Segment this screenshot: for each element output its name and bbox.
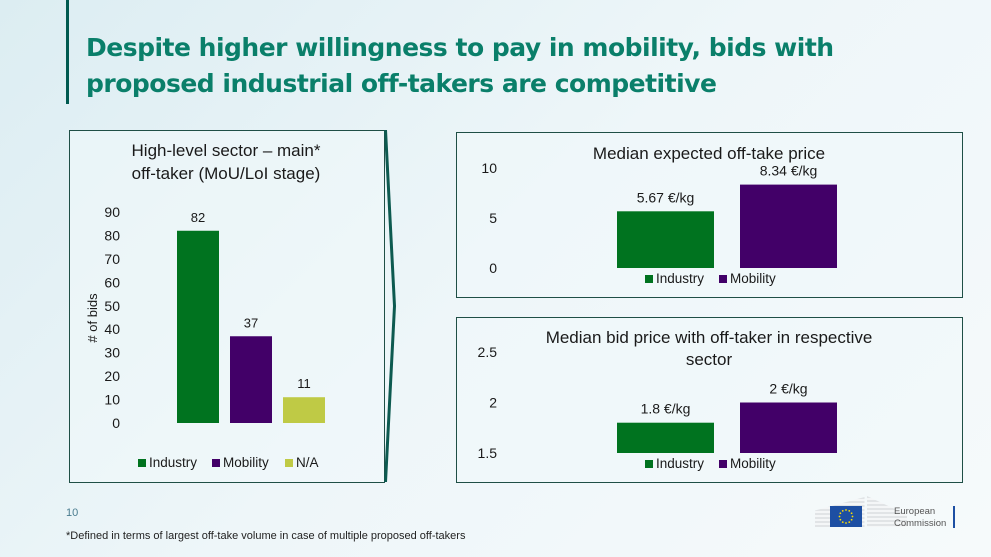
y-tick-label: 30 <box>104 345 120 361</box>
y-tick-label: 1.5 <box>478 445 498 461</box>
data-label: 11 <box>297 376 311 391</box>
bar-industry <box>617 422 714 453</box>
chart-panel-bids <box>69 130 385 483</box>
chart-title: Median bid price with off-taker in respe… <box>546 328 873 347</box>
y-tick-label: 60 <box>104 274 120 290</box>
chart-title: off-taker (MoU/LoI stage) <box>132 164 321 183</box>
y-tick-label: 10 <box>104 392 120 408</box>
y-tick-label: 2 <box>489 395 497 411</box>
bar-na <box>283 397 325 423</box>
legend-label: Mobility <box>730 271 776 286</box>
star-icon <box>841 521 844 524</box>
star-icon <box>838 515 841 518</box>
chart-title: High-level sector – main* <box>132 141 321 160</box>
chart-0: High-level sector – main* off-taker (MoU/… <box>85 141 325 470</box>
data-label: 82 <box>191 210 205 225</box>
star-icon <box>841 509 844 512</box>
y-tick-label: 0 <box>489 260 497 276</box>
logo-line1: European <box>894 506 936 517</box>
y-tick-label: 40 <box>104 321 120 337</box>
chart-title: sector <box>686 350 733 369</box>
star-icon <box>850 512 853 515</box>
bar-mobility <box>740 402 837 453</box>
footnote: *Defined in terms of largest off-take vo… <box>66 530 466 542</box>
star-icon <box>839 512 842 515</box>
logo-text: European Commission <box>894 506 946 530</box>
chart-panel-bid-price <box>456 317 963 483</box>
y-axis-label: # of bids <box>85 293 100 343</box>
star-icon <box>851 515 854 518</box>
y-tick-label: 5 <box>489 210 497 226</box>
star-icon <box>848 509 851 512</box>
legend-swatch <box>212 459 220 467</box>
logo-line2: Commission <box>894 518 947 529</box>
star-icon <box>845 509 847 511</box>
y-tick-label: 50 <box>104 298 120 314</box>
star-icon <box>845 522 847 524</box>
legend-swatch <box>719 460 727 468</box>
data-label: 5.67 €/kg <box>637 189 695 205</box>
bar-mobility <box>230 336 272 423</box>
legend-swatch <box>719 275 727 283</box>
european-commission-logo: European Commission <box>815 490 965 530</box>
data-label: 37 <box>244 315 258 330</box>
bar-industry <box>617 211 714 268</box>
star-icon <box>839 518 842 521</box>
legend-swatch <box>285 459 293 467</box>
legend-swatch <box>645 275 653 283</box>
y-tick-label: 80 <box>104 227 120 243</box>
legend-label: Mobility <box>730 456 776 471</box>
bar-mobility <box>740 184 837 268</box>
logo-divider <box>953 506 955 528</box>
y-tick-label: 70 <box>104 251 120 267</box>
legend-label: Mobility <box>223 455 269 470</box>
star-icon <box>848 521 851 524</box>
star-icon <box>850 518 853 521</box>
legend-label: N/A <box>296 455 319 470</box>
legend-label: Industry <box>656 271 704 286</box>
legend-swatch <box>138 459 146 467</box>
chevron-arrow-icon <box>384 130 396 482</box>
y-tick-label: 10 <box>481 160 497 176</box>
chart-title: Median expected off-take price <box>593 144 825 163</box>
eu-flag-icon <box>830 506 862 527</box>
legend-label: Industry <box>656 456 704 471</box>
legend-swatch <box>645 460 653 468</box>
chart-2: Median bid price with off-taker in respe… <box>478 328 873 471</box>
bar-industry <box>177 230 219 423</box>
y-tick-label: 90 <box>104 204 120 220</box>
y-tick-label: 2.5 <box>478 344 498 360</box>
data-label: 2 €/kg <box>769 381 807 397</box>
data-label: 8.34 €/kg <box>760 163 818 179</box>
page-number: 10 <box>66 507 79 519</box>
chart-1: Median expected off-take price 0 5 10 5.67 €… <box>481 144 837 286</box>
legend-label: Industry <box>149 455 197 470</box>
data-label: 1.8 €/kg <box>641 401 691 417</box>
title-accent-bar <box>66 0 69 104</box>
page-title: Despite higher willingness to pay in mob… <box>86 33 834 98</box>
y-tick-label: 20 <box>104 368 120 384</box>
y-tick-label: 0 <box>112 415 120 431</box>
